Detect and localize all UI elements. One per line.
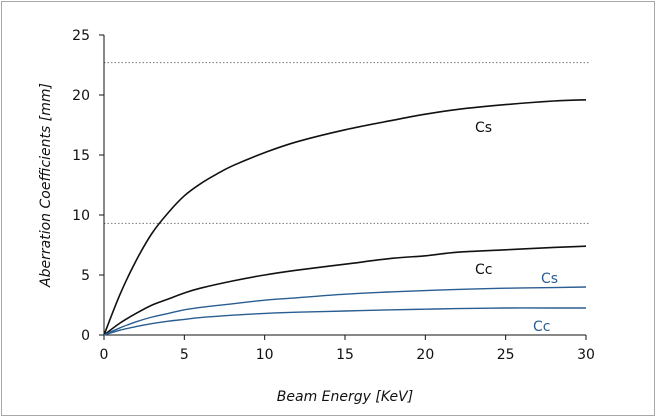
y-tick-label: 20 — [72, 88, 90, 104]
y-tick-label: 0 — [81, 328, 90, 344]
axes — [103, 35, 586, 336]
series-layer — [103, 99, 587, 336]
x-tick-label: 30 — [577, 347, 595, 363]
series-label-black-cs: Cs — [475, 120, 492, 136]
series-label-blue-cs: Cs — [541, 271, 558, 287]
grid-layer — [104, 62, 590, 224]
y-ticks: 0 5 10 15 20 25 — [72, 28, 104, 344]
x-tick-label: 25 — [497, 347, 515, 363]
x-ticks: 0 5 10 15 20 25 30 — [100, 335, 595, 363]
series-labels: Cs Cc Cs Cc — [475, 120, 558, 335]
x-axis-title: Beam Energy [KeV] — [277, 389, 413, 405]
series-line-black-cs — [103, 99, 587, 336]
y-tick-label: 5 — [81, 268, 90, 284]
y-tick-label: 25 — [72, 28, 90, 44]
x-tick-label: 5 — [180, 347, 189, 363]
x-tick-label: 0 — [100, 347, 109, 363]
x-tick-label: 10 — [256, 347, 274, 363]
x-tick-label: 15 — [336, 347, 354, 363]
series-label-black-cc: Cc — [475, 262, 492, 278]
x-tick-label: 20 — [416, 347, 434, 363]
y-tick-label: 15 — [72, 148, 90, 164]
series-line-blue-cs — [103, 286, 587, 336]
y-axis-title: Aberration Coefficients [mm] — [38, 83, 54, 288]
series-label-blue-cc: Cc — [533, 319, 550, 335]
y-tick-label: 10 — [72, 208, 90, 224]
series-line-blue-cc — [103, 307, 586, 336]
series-line-black-cc — [103, 245, 587, 336]
